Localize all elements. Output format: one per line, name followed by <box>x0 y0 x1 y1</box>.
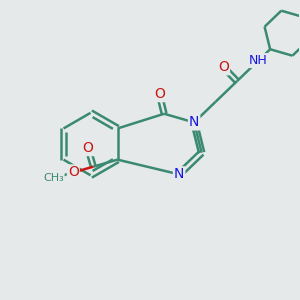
Text: O: O <box>154 87 165 101</box>
Text: O: O <box>218 60 229 74</box>
Text: CH₃: CH₃ <box>43 173 64 183</box>
Text: NH: NH <box>249 54 268 67</box>
Text: N: N <box>174 167 184 182</box>
Text: O: O <box>68 165 79 179</box>
Text: O: O <box>82 141 93 155</box>
Text: N: N <box>189 116 199 129</box>
